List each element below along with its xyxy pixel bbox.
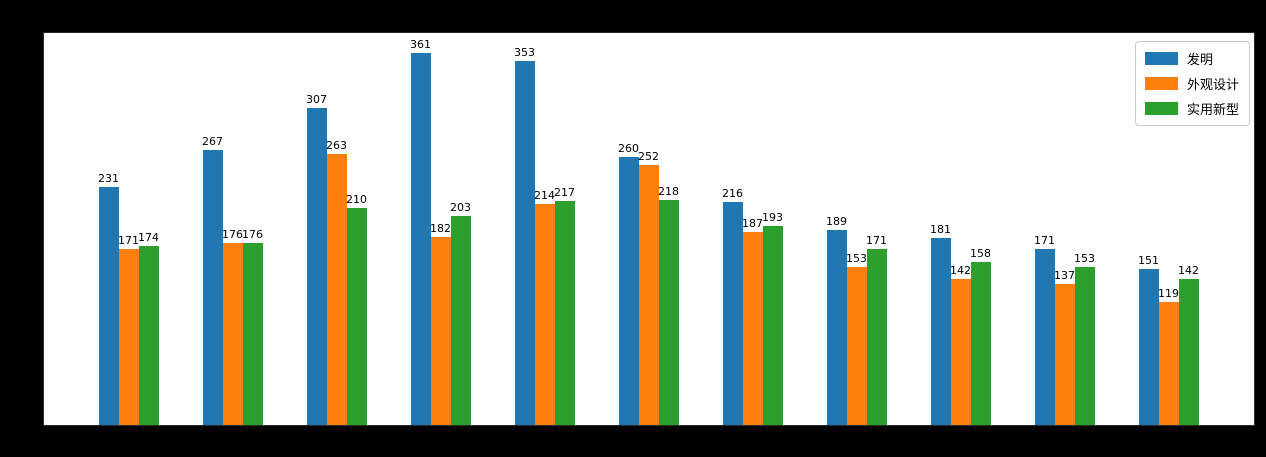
bar-value-label: 119 <box>1158 287 1179 301</box>
bar <box>554 201 575 425</box>
bar-value-label: 158 <box>970 247 991 261</box>
bar-value-label: 176 <box>242 228 263 242</box>
bar-value-label: 189 <box>826 215 847 229</box>
bar-value-label: 353 <box>514 45 535 59</box>
legend-swatch-series-2 <box>1144 77 1178 90</box>
bar-value-label: 252 <box>638 150 659 164</box>
legend-row: 外观设计 <box>1144 74 1239 93</box>
bar <box>1054 283 1075 425</box>
bar <box>1034 248 1055 425</box>
bar <box>846 267 867 425</box>
bar-value-label: 214 <box>534 189 555 203</box>
bar-value-label: 142 <box>950 263 971 277</box>
bar <box>242 243 263 425</box>
legend-row: 发明 <box>1144 49 1239 68</box>
bar <box>930 238 951 425</box>
legend-label-series-2: 外观设计 <box>1186 78 1239 93</box>
bar <box>950 278 971 425</box>
bar-value-label: 142 <box>1178 263 1199 277</box>
bar <box>326 153 347 425</box>
bar-value-label: 171 <box>118 233 139 247</box>
bar-value-label: 307 <box>306 93 327 107</box>
bar-value-label: 151 <box>1138 254 1159 268</box>
plot-area: 231 171 174 267 176 176 307 263 210 361 182 203 353 2… <box>43 32 1255 426</box>
bar-value-label: 153 <box>1074 252 1095 266</box>
bar <box>118 248 139 425</box>
legend-swatch-series-1 <box>1144 52 1178 65</box>
bar-value-label: 210 <box>346 193 367 207</box>
bar <box>222 243 243 425</box>
bar-value-label: 171 <box>1034 233 1055 247</box>
bar <box>346 208 367 425</box>
bar <box>722 202 743 425</box>
bar-value-label: 193 <box>762 210 783 224</box>
bar <box>410 52 431 425</box>
bar <box>970 262 991 425</box>
bar-value-label: 176 <box>222 228 243 242</box>
bar-value-label: 217 <box>554 186 575 200</box>
bar <box>98 186 119 425</box>
bar <box>742 232 763 425</box>
bar <box>1138 269 1159 425</box>
bar <box>658 200 679 425</box>
bar-value-label: 267 <box>202 134 223 148</box>
bar <box>534 204 555 425</box>
legend-swatch-series-3 <box>1144 102 1178 115</box>
bar-value-label: 216 <box>722 187 743 201</box>
bar-value-label: 260 <box>618 141 639 155</box>
bar-value-label: 182 <box>430 222 451 236</box>
bar-value-label: 181 <box>930 223 951 237</box>
bar <box>638 165 659 425</box>
bar <box>866 248 887 425</box>
bar <box>826 230 847 425</box>
bar <box>618 156 639 425</box>
bar <box>430 237 451 425</box>
bar-value-label: 174 <box>138 230 159 244</box>
bar-value-label: 187 <box>742 217 763 231</box>
bar <box>138 245 159 425</box>
bar <box>1158 302 1179 425</box>
bar <box>306 108 327 425</box>
bar <box>1074 267 1095 425</box>
bar-value-label: 153 <box>846 252 867 266</box>
legend-row: 实用新型 <box>1144 99 1239 118</box>
legend-label-series-1: 发明 <box>1186 53 1213 68</box>
bar-value-label: 171 <box>866 233 887 247</box>
bar-value-label: 218 <box>658 185 679 199</box>
legend: 发明 外观设计 实用新型 <box>1134 41 1250 126</box>
bar <box>514 60 535 425</box>
bar <box>1178 278 1199 425</box>
bar-value-label: 361 <box>410 37 431 51</box>
legend-label-series-3: 实用新型 <box>1186 103 1239 118</box>
bar-value-label: 203 <box>450 200 471 214</box>
bar <box>450 215 471 425</box>
bar <box>202 149 223 425</box>
bar-value-label: 137 <box>1054 268 1075 282</box>
bar <box>762 225 783 425</box>
bar-value-label: 231 <box>98 171 119 185</box>
bar-value-label: 263 <box>326 138 347 152</box>
